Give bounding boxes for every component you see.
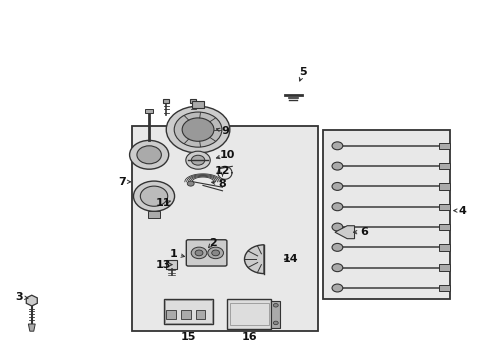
Text: 2: 2 — [208, 238, 216, 248]
Bar — [192, 101, 203, 108]
Circle shape — [331, 264, 342, 272]
FancyBboxPatch shape — [186, 240, 226, 266]
Text: 7: 7 — [118, 177, 126, 187]
Text: 1: 1 — [169, 249, 177, 259]
Text: 13: 13 — [156, 260, 171, 270]
Text: 9: 9 — [221, 126, 228, 136]
Circle shape — [182, 118, 214, 141]
Circle shape — [331, 183, 342, 190]
Text: 12: 12 — [214, 166, 230, 176]
Text: 8: 8 — [218, 179, 226, 189]
Circle shape — [331, 284, 342, 292]
Text: 5: 5 — [299, 67, 306, 77]
Bar — [132, 126, 317, 331]
Text: 6: 6 — [360, 227, 367, 237]
Bar — [145, 109, 153, 113]
Circle shape — [273, 321, 278, 325]
Circle shape — [331, 203, 342, 211]
Bar — [227, 299, 271, 329]
Text: 15: 15 — [180, 332, 196, 342]
Circle shape — [195, 250, 203, 256]
Bar — [438, 224, 449, 230]
Text: 11: 11 — [156, 198, 171, 208]
Circle shape — [166, 106, 229, 153]
Bar — [190, 99, 196, 103]
Text: 3: 3 — [16, 292, 23, 302]
Polygon shape — [28, 324, 35, 331]
Bar — [166, 260, 177, 269]
Bar — [166, 310, 176, 319]
Bar — [438, 203, 449, 210]
Circle shape — [185, 151, 210, 169]
Circle shape — [129, 140, 168, 169]
Circle shape — [211, 250, 219, 256]
Bar — [438, 163, 449, 169]
Text: 10: 10 — [219, 150, 235, 160]
Text: 16: 16 — [241, 332, 257, 342]
Circle shape — [191, 155, 204, 165]
Bar — [438, 265, 449, 271]
Bar — [163, 299, 212, 324]
Circle shape — [331, 162, 342, 170]
Bar — [271, 301, 280, 328]
Bar — [438, 143, 449, 149]
Circle shape — [331, 142, 342, 150]
Bar — [148, 211, 160, 218]
Bar — [181, 310, 190, 319]
Wedge shape — [244, 245, 264, 274]
Circle shape — [133, 181, 174, 211]
Circle shape — [191, 247, 206, 258]
Circle shape — [331, 223, 342, 231]
Polygon shape — [26, 295, 37, 306]
Circle shape — [174, 112, 222, 147]
Circle shape — [273, 303, 278, 307]
Bar — [164, 300, 211, 323]
Circle shape — [140, 186, 167, 206]
Circle shape — [187, 181, 194, 186]
Polygon shape — [334, 226, 354, 239]
Circle shape — [331, 243, 342, 251]
Bar — [322, 130, 449, 299]
Bar — [438, 285, 449, 291]
Bar — [163, 99, 169, 103]
Bar — [195, 310, 205, 319]
Circle shape — [207, 247, 223, 258]
Text: 4: 4 — [457, 206, 465, 216]
Text: 14: 14 — [283, 254, 298, 264]
Bar — [438, 183, 449, 190]
Circle shape — [137, 146, 161, 164]
Bar — [229, 303, 268, 325]
Bar — [438, 244, 449, 251]
